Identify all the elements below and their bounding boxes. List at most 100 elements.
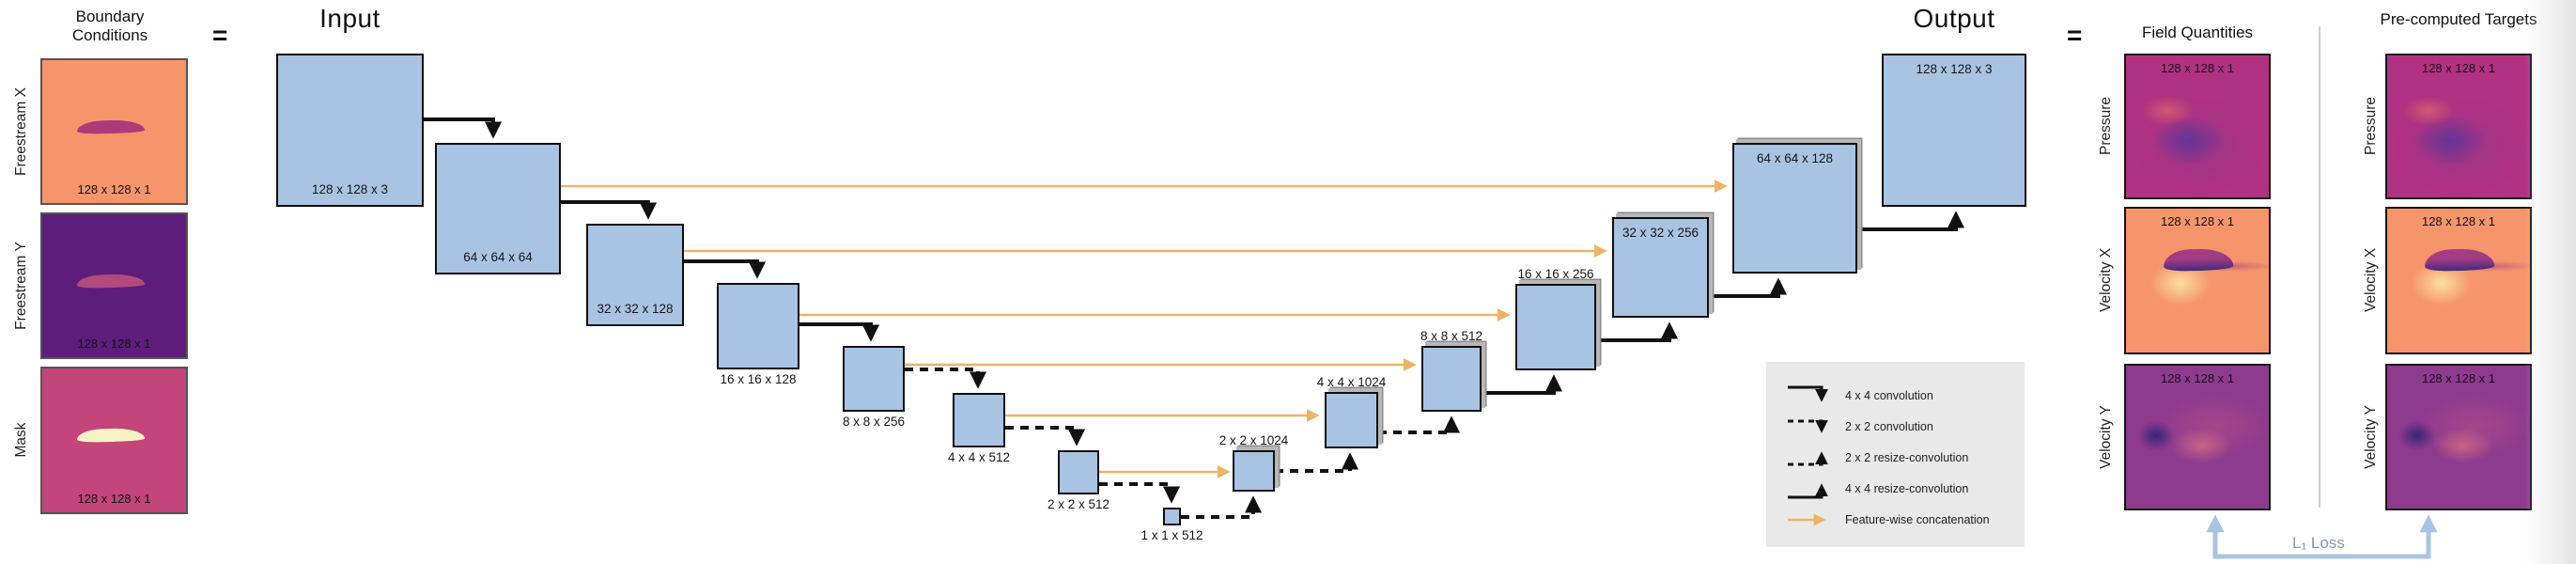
image-dims: 128 x 128 x 1 — [2160, 371, 2235, 385]
resize-conv4x4-arrow — [1482, 374, 1563, 395]
legend-label: Feature-wise concatenation — [1845, 512, 1990, 526]
fq-velocity-y-label: Velocity Y — [2098, 405, 2114, 469]
fq-velocity-y-image: 128 x 128 x 1 — [2124, 364, 2271, 510]
image-dims: 128 x 128 x 1 — [77, 337, 151, 351]
pt-pressure-image: 128 x 128 x 1 — [2385, 54, 2532, 199]
pt-velocity-x-image: 128 x 128 x 1 — [2385, 207, 2532, 354]
airfoil-shape — [2163, 247, 2234, 272]
block-dims: 2 x 2 x 512 — [1047, 497, 1110, 511]
block-dims: 8 x 8 x 512 — [1420, 329, 1483, 343]
unet-block-dec16: 16 x 16 x 256 — [1515, 267, 1596, 370]
resize-conv2x2-arrow-icon — [1788, 450, 1828, 465]
resize-conv4x4-arrow — [1709, 277, 1788, 298]
image-dims: 128 x 128 x 1 — [2421, 61, 2496, 75]
unet-block-output: 128 x 128 x 3 — [1882, 54, 2026, 207]
legend-item: 2 x 2 convolution — [1786, 411, 2025, 442]
block-dims: 2 x 2 x 1024 — [1218, 433, 1289, 447]
block-dims: 64 x 64 x 64 — [463, 250, 533, 264]
pt-velocity-x-label: Velocity X — [2363, 247, 2379, 313]
unet-block-dec32: 32 x 32 x 256 — [1612, 217, 1709, 318]
legend-item: 4 x 4 resize-convolution — [1786, 473, 2025, 504]
unet-block-input: 128 x 128 x 3 — [276, 54, 424, 207]
unet-block-enc8: 8 x 8 x 256 — [843, 346, 905, 429]
airfoil-shape — [2424, 247, 2495, 272]
legend-label: 2 x 2 resize-convolution — [1845, 450, 1969, 464]
pt-velocity-y-label: Velocity Y — [2363, 405, 2379, 469]
block-dims: 64 x 64 x 128 — [1756, 151, 1834, 165]
unet-block-enc2: 2 x 2 x 512 — [1047, 450, 1110, 511]
unet-block-dec8: 8 x 8 x 512 — [1420, 329, 1482, 412]
block-dims: 1 x 1 x 512 — [1141, 528, 1203, 542]
image-dims: 128 x 128 x 1 — [77, 492, 151, 506]
resize-conv2x2-arrow — [1275, 452, 1359, 473]
image-dims: 128 x 128 x 1 — [2421, 371, 2496, 385]
fq-velocity-x-image: 128 x 128 x 1 — [2124, 207, 2271, 354]
page-edge-shading — [2524, 0, 2576, 564]
conv2x2-arrow — [1099, 482, 1181, 504]
resize-conv4x4-arrow-icon — [1788, 482, 1828, 498]
fq-pressure-image: 128 x 128 x 1 — [2124, 54, 2271, 199]
block-dims: 4 x 4 x 512 — [947, 450, 1011, 464]
equals-sign-left: = — [212, 21, 228, 50]
unet-block-dec4: 4 x 4 x 1024 — [1317, 375, 1386, 448]
column-divider — [2319, 26, 2320, 508]
boundary-conditions-title: Boundary Conditions — [71, 8, 148, 44]
block-dims: 128 x 128 x 3 — [311, 182, 389, 196]
conv4x4-arrow — [424, 118, 503, 139]
legend-label: 2 x 2 convolution — [1845, 419, 1933, 433]
block-dims: 16 x 16 x 128 — [720, 372, 797, 386]
field-quantities-title: Field Quantities — [2141, 24, 2254, 41]
unet-block-enc32: 32 x 32 x 128 — [586, 224, 684, 326]
image-dims: 128 x 128 x 1 — [2160, 61, 2235, 75]
legend-item: 2 x 2 resize-convolution — [1786, 442, 2025, 473]
unet-block-dec2: 2 x 2 x 1024 — [1219, 433, 1288, 492]
resize-conv2x2-arrow — [1181, 495, 1263, 519]
conv4x4-arrow-icon — [1788, 385, 1828, 402]
input-title: Input — [319, 4, 380, 33]
legend-item: Feature-wise concatenation — [1786, 504, 2025, 535]
conv2x2-arrow-icon — [1788, 419, 1828, 433]
legend-item: 4 x 4 convolution — [1786, 380, 2025, 411]
fq-pressure-label: Pressure — [2098, 96, 2114, 156]
conv4x4-arrow — [684, 259, 767, 279]
block-dims: 128 x 128 x 3 — [1916, 62, 1993, 76]
equals-sign-right: = — [2067, 21, 2083, 50]
conv2x2-arrow — [1005, 426, 1086, 446]
output-title: Output — [1913, 4, 1995, 33]
feature-concatenation-arrow-icon — [1788, 513, 1826, 525]
legend-label: 4 x 4 convolution — [1845, 388, 1933, 402]
unet-block-enc4: 4 x 4 x 512 — [948, 393, 1010, 464]
resize-conv4x4-arrow — [1857, 211, 1965, 231]
targets-title: Pre-computed Targets — [2380, 10, 2537, 28]
block-dims: 4 x 4 x 1024 — [1316, 375, 1387, 389]
resize-conv2x2-arrow — [1378, 415, 1461, 434]
arrow-legend: 4 x 4 convolution 2 x 2 convolution 2 x … — [1766, 362, 2025, 547]
pt-velocity-y-image: 128 x 128 x 1 — [2385, 364, 2532, 510]
pt-pressure-label: Pressure — [2363, 96, 2379, 156]
freestream-x-image: 128 x 128 x 1 — [40, 58, 188, 205]
block-dims: 32 x 32 x 128 — [597, 302, 674, 316]
freestream-y-image: 128 x 128 x 1 — [40, 212, 188, 359]
resize-conv4x4-arrow — [1596, 321, 1679, 342]
block-dims: 32 x 32 x 256 — [1622, 226, 1699, 240]
block-dims: 16 x 16 x 256 — [1517, 267, 1594, 281]
unet-block-enc16: 16 x 16 x 128 — [717, 283, 799, 386]
l1-loss-arrow-left — [2206, 514, 2321, 559]
image-dims: 128 x 128 x 1 — [77, 182, 151, 196]
legend-label: 4 x 4 resize-convolution — [1845, 481, 1969, 495]
unet-block-enc1: 1 x 1 x 512 — [1141, 508, 1203, 542]
mask-image: 128 x 128 x 1 — [40, 367, 188, 514]
unet-block-enc64: 64 x 64 x 64 — [435, 143, 561, 274]
unet-block-dec64: 64 x 64 x 128 — [1732, 143, 1857, 274]
block-dims: 8 x 8 x 256 — [842, 415, 906, 429]
fq-velocity-x-label: Velocity X — [2098, 247, 2114, 313]
image-dims: 128 x 128 x 1 — [2421, 214, 2496, 228]
image-dims: 128 x 128 x 1 — [2160, 214, 2235, 228]
conv2x2-arrow — [905, 368, 987, 389]
conv4x4-arrow — [561, 200, 658, 220]
conv4x4-arrow — [799, 322, 880, 342]
l1-loss-arrow-right — [2321, 514, 2438, 559]
l1-loss-label: L₁ Loss — [2292, 534, 2345, 552]
